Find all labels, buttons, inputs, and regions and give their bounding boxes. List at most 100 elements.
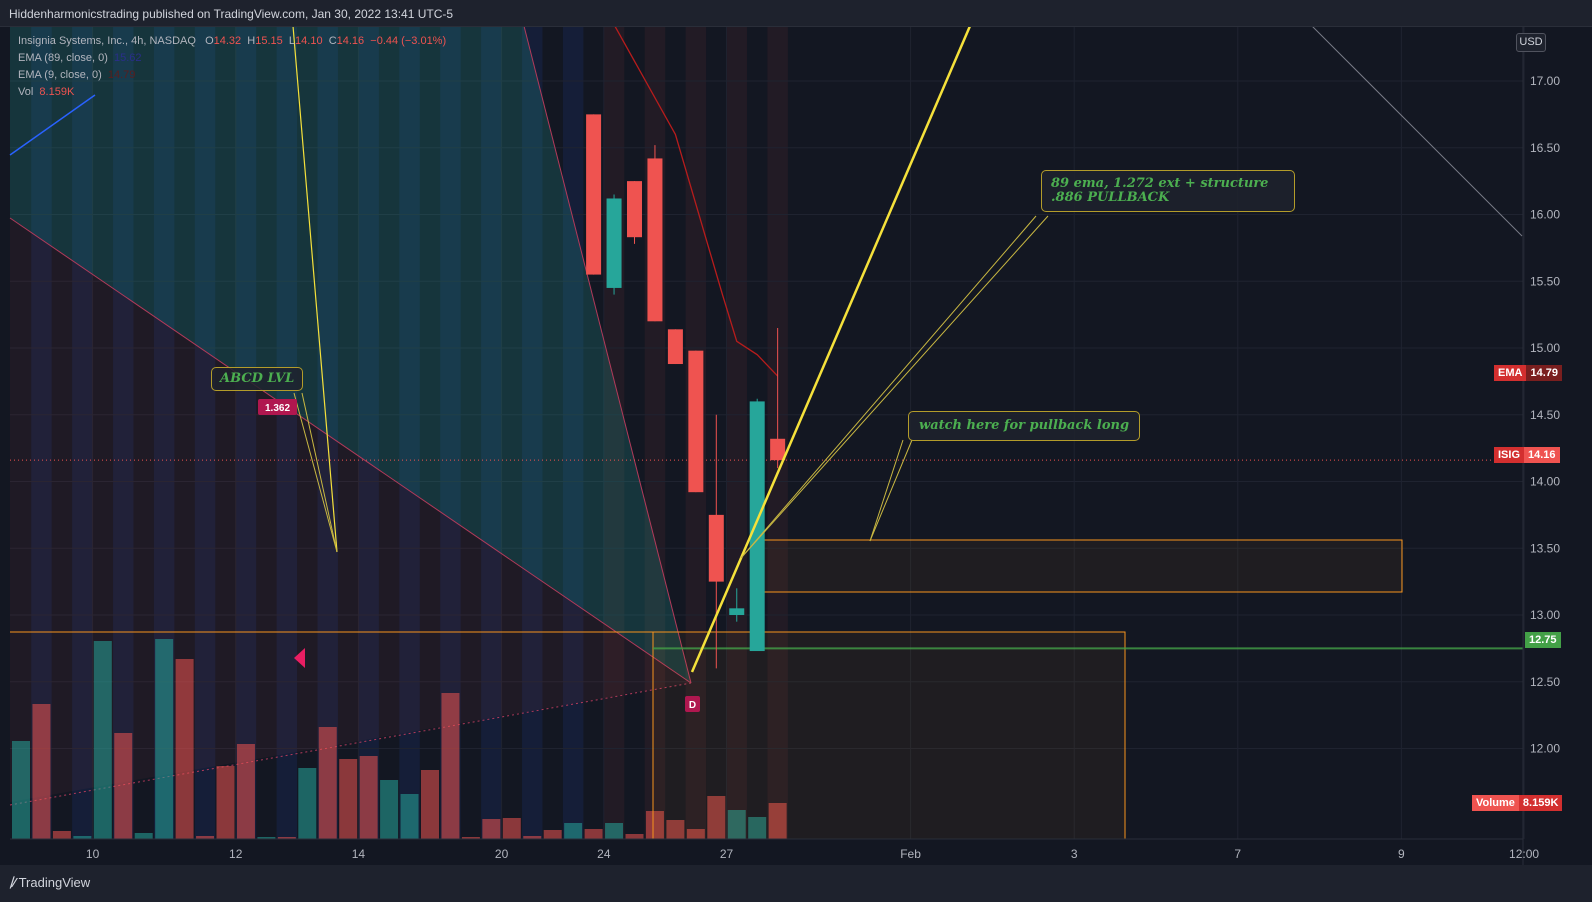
pullback-zone-box[interactable] [750, 539, 1403, 593]
legend-ema9: EMA (9, close, 0) [18, 69, 102, 81]
fib-label: 1.362 [265, 403, 290, 414]
arrow-left-marker [294, 648, 305, 668]
legend-ema9-row[interactable]: EMA (9, close, 0) 14.79 [18, 68, 135, 83]
volume-bar [400, 794, 419, 839]
candle-body[interactable] [586, 114, 602, 275]
volume-bar [73, 836, 92, 839]
volume-bar [625, 834, 644, 839]
pullback-callout [869, 439, 904, 542]
volume-bar [461, 837, 480, 839]
d-marker-label: D [689, 700, 696, 711]
volume-bar [564, 823, 583, 839]
session-stripe [522, 26, 543, 839]
legend-ema89: EMA (89, close, 0) [18, 52, 108, 64]
currency-button[interactable]: USD [1516, 33, 1546, 52]
ema-price-tag: EMA [1494, 365, 1527, 381]
time-tick-label: 14 [352, 847, 366, 861]
symbol-price-tag: ISIG [1494, 447, 1525, 463]
candle-body[interactable] [688, 350, 704, 493]
fib-label-box [258, 399, 297, 415]
time-tick-label: 24 [597, 847, 611, 861]
grey-trend-line [1311, 25, 1523, 237]
session-stripe [358, 26, 379, 839]
price-tick-label: 16.00 [1530, 208, 1560, 222]
ema-note-line2: .886 PULLBACK [1051, 190, 1170, 205]
candle-body[interactable] [770, 438, 786, 461]
price-tick-label: 15.00 [1530, 341, 1560, 355]
blue-trend-line [9, 94, 96, 156]
symbol-price-label: ISIG 14.16 [1494, 447, 1560, 463]
volume-bar [727, 810, 746, 839]
legend-symbol[interactable]: Insignia Systems, Inc., 4h, NASDAQ [18, 35, 196, 47]
legend-volume-row[interactable]: Vol 8.159K [18, 85, 74, 100]
session-stripe [317, 26, 338, 839]
volume-bar [645, 811, 664, 839]
time-tick-label: 9 [1398, 847, 1405, 861]
legend-close: 14.16 [336, 35, 365, 47]
candle-body[interactable] [647, 158, 663, 322]
session-stripe [562, 26, 584, 839]
abcd-callout [301, 392, 338, 553]
candle-body[interactable] [606, 198, 622, 288]
legend-ema9-value: 14.79 [107, 69, 136, 81]
volume-price-tag: Volume [1472, 795, 1519, 811]
volume-bar [768, 803, 787, 839]
grid-lines [10, 26, 1525, 839]
price-levels [10, 459, 1523, 650]
session-stripe [440, 26, 461, 839]
volume-bar [748, 817, 767, 839]
volume-bar [686, 829, 705, 839]
ema9-line [611, 20, 779, 377]
volume-bars [12, 639, 787, 839]
symbol-price-value: 14.16 [1524, 447, 1560, 463]
level-price-value: 12.75 [1525, 632, 1561, 648]
volume-price-label: Volume 8.159K [1472, 795, 1563, 811]
footer-bar: ⧸⁄ TradingView [0, 865, 1592, 902]
volume-bar [584, 829, 603, 839]
volume-bar [605, 823, 624, 839]
legend-change: −0.44 (−3.01%) [370, 35, 447, 47]
time-tick-label: 20 [495, 847, 509, 861]
volume-bar [93, 641, 112, 839]
ema-callout [740, 215, 1049, 559]
volume-bar [32, 704, 51, 839]
ema-line [611, 20, 779, 377]
ema-note[interactable]: 89 ema, 1.272 ext + structure .886 PULLB… [1041, 170, 1295, 212]
session-stripe [194, 26, 216, 839]
pattern-triangle-upper [10, 26, 691, 683]
volume-bar [359, 756, 378, 839]
publish-header: Hiddenharmonicstrading published on Trad… [0, 0, 1592, 27]
legend-low: 14.10 [295, 35, 323, 47]
legend-ema89-row[interactable]: EMA (89, close, 0) 15.62 [18, 51, 142, 66]
candle-body[interactable] [729, 608, 745, 615]
abcd-note[interactable]: ABCD LVL [211, 367, 304, 391]
time-tick-label: Feb [900, 847, 921, 861]
volume-bar [155, 639, 174, 839]
candle-body[interactable] [667, 329, 683, 365]
tradingview-logo[interactable]: ⧸⁄ TradingView [10, 875, 90, 891]
volume-bar [52, 831, 71, 839]
volume-bar [196, 836, 215, 839]
harmonic-pattern-drawings [9, 25, 1523, 806]
volume-bar [523, 836, 542, 839]
candle-body[interactable] [708, 514, 724, 582]
price-tick-label: 14.00 [1530, 475, 1560, 489]
legend-open: 14.32 [213, 35, 242, 47]
time-tick-label: 12 [229, 847, 243, 861]
price-tick-label: 17.00 [1530, 74, 1560, 88]
ema-price-label: EMA 14.79 [1494, 365, 1562, 381]
price-tick-label: 15.50 [1530, 274, 1560, 288]
volume-bar [482, 819, 501, 839]
price-tick-label: 16.50 [1530, 141, 1560, 155]
tradingview-logo-icon: ⧸⁄ [10, 875, 16, 890]
candle-body[interactable] [749, 401, 765, 652]
session-stripe [276, 26, 298, 839]
price-tick-label: 12.00 [1530, 742, 1560, 756]
time-tick-label: 7 [1234, 847, 1241, 861]
volume-bar [707, 796, 726, 839]
session-stripe [31, 26, 52, 839]
time-tick-label: 10 [86, 847, 100, 861]
pullback-note[interactable]: watch here for pullback long [908, 411, 1141, 441]
candle-body[interactable] [627, 181, 642, 238]
